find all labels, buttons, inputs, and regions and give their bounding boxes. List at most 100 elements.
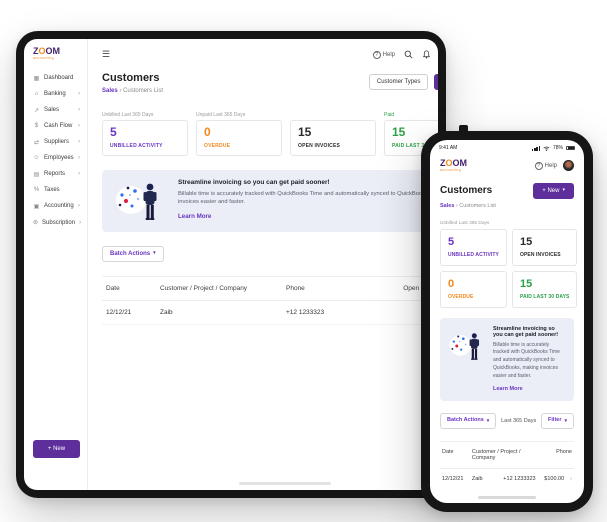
stat-card-overdue[interactable]: 0 OVERDUE: [196, 120, 282, 156]
battery-icon: [566, 145, 575, 151]
stat-card-open-invoices[interactable]: 15 OPEN INVOICES: [290, 120, 376, 156]
sidebar-item-label: Employees: [44, 155, 74, 161]
learn-more-link[interactable]: Learn More: [178, 213, 212, 221]
help-button[interactable]: ? Help: [534, 161, 557, 170]
banner-body: Billable time is accurately tracked with…: [178, 190, 438, 206]
stat-label: OPEN INVOICES: [519, 251, 561, 258]
chevron-right-icon: ›: [78, 107, 80, 113]
status-bar: 9:41 AM 78%: [430, 140, 584, 151]
sidebar-item-banking[interactable]: ⌂ Banking ›: [33, 91, 80, 97]
search-icon[interactable]: [404, 50, 413, 59]
breadcrumb: Sales › Customers List: [102, 88, 163, 94]
horizontal-scrollbar[interactable]: [239, 482, 331, 485]
sidebar-item-cash-flow[interactable]: $ Cash Flow ›: [33, 123, 80, 129]
hamburger-menu-icon[interactable]: ☰: [102, 49, 111, 59]
chevron-right-icon: ›: [78, 203, 80, 209]
sidebar-new-button[interactable]: + New: [33, 440, 80, 458]
customer-types-button[interactable]: Customer Types: [368, 74, 429, 90]
promo-banner: Streamline invoicing so you can get paid…: [440, 317, 574, 402]
col-header-customer[interactable]: Customer / Project / Company: [160, 284, 248, 292]
logo-tagline: accounting: [33, 56, 54, 60]
stat-label: UNBILLED ACTIVITY: [448, 251, 499, 258]
stat-value: 5: [110, 125, 117, 139]
suppliers-icon: ⇄: [33, 139, 40, 146]
stat-card-overdue[interactable]: 0 OVERDUE: [440, 270, 507, 308]
batch-actions-button[interactable]: Batch Actions ▾: [102, 245, 164, 262]
home-indicator[interactable]: [478, 495, 536, 499]
sidebar-item-label: Taxes: [44, 187, 60, 193]
sidebar-item-subscription[interactable]: ⊚ Subscription ›: [33, 219, 81, 227]
sidebar-item-dashboard[interactable]: ▦ Dashboard: [33, 75, 80, 82]
logo-tagline: accounting: [440, 168, 461, 172]
sidebar-item-reports[interactable]: ▤ Reports ›: [33, 171, 80, 178]
sidebar-item-label: Banking: [44, 91, 66, 97]
customers-table: Date Customer / Project / Company Phone …: [440, 440, 574, 489]
logo-letter: Z: [33, 46, 39, 56]
cell-date: 12/12/21: [442, 475, 464, 482]
breadcrumb-sales[interactable]: Sales: [440, 202, 455, 209]
stat-card-paid[interactable]: 15 PAID LAST 30 DAYS: [511, 270, 578, 308]
breadcrumb: Sales › Customers List: [430, 199, 584, 209]
cell-customer: Zaib: [160, 308, 173, 316]
stat-card-unbilled[interactable]: 5 UNBILLED ACTIVITY: [440, 228, 507, 266]
filter-button[interactable]: Filter ▾: [541, 413, 574, 429]
chevron-down-icon: ▾: [486, 417, 490, 424]
table-header-row: Date Customer / Project / Company Phone …: [102, 275, 438, 301]
sidebar-item-sales[interactable]: ↗ Sales ›: [33, 107, 80, 114]
col-header-date[interactable]: Date: [106, 284, 120, 292]
tablet-main: ☰ ? Help Customers Sales ›: [88, 39, 438, 490]
col-header-customer[interactable]: Customer / Project / Company: [471, 448, 521, 461]
table-row[interactable]: 12/12/21 Zaib +12 1233323 $100.00 ›: [440, 469, 574, 489]
chevron-down-icon: ▾: [564, 417, 567, 424]
batch-actions-label: Batch Actions: [447, 417, 484, 424]
banner-title: Streamline invoicing so you can get paid…: [493, 325, 559, 338]
sidebar-nav: ▦ Dashboard ⌂ Banking › ↗ Sales › $ Cash Flow ›…: [33, 75, 81, 227]
col-header-open-balance[interactable]: Open Balance: [403, 284, 438, 292]
logo-letter: Z: [440, 158, 446, 168]
sidebar-item-accounting[interactable]: ▣ Accounting ›: [33, 203, 80, 210]
new-button[interactable]: + New ▾: [533, 182, 574, 199]
stat-label: PAID LAST 30 DAYS: [519, 293, 570, 300]
avatar[interactable]: [563, 160, 574, 172]
banking-icon: ⌂: [34, 91, 39, 97]
sidebar-item-taxes[interactable]: % Taxes: [33, 187, 80, 193]
breadcrumb-current: Customers List: [459, 202, 496, 209]
chevron-down-icon: ▾: [153, 250, 156, 257]
sidebar-item-label: Subscription: [42, 219, 76, 226]
batch-actions-label: Batch Actions: [110, 250, 151, 257]
stat-value: 15: [298, 125, 312, 139]
col-header-phone[interactable]: Phone: [286, 284, 305, 292]
learn-more-link[interactable]: Learn More: [493, 386, 523, 393]
cell-phone: +12 1233323: [286, 308, 325, 316]
breadcrumb-sales[interactable]: Sales: [102, 88, 118, 94]
cell-phone: +12 1233323: [503, 475, 536, 482]
stats-row: Unbilled Last 365 Days 5 UNBILLED ACTIVI…: [102, 112, 438, 156]
help-label: Help: [544, 162, 557, 169]
help-button[interactable]: ? Help: [372, 50, 395, 59]
stat-card-unbilled[interactable]: 5 UNBILLED ACTIVITY: [102, 120, 188, 156]
reports-icon: ▤: [33, 171, 40, 178]
stat-group-label: [290, 112, 376, 120]
stat-card-open-invoices[interactable]: 15 OPEN INVOICES: [511, 228, 578, 266]
sidebar-item-employees[interactable]: ☺ Employees ›: [33, 155, 80, 161]
chevron-right-icon: ›: [570, 475, 572, 482]
banner-illustration: [449, 332, 480, 360]
breadcrumb-separator: ›: [455, 202, 458, 209]
new-button[interactable]: New▾: [434, 74, 438, 90]
col-header-phone[interactable]: Phone: [556, 448, 572, 455]
bell-icon[interactable]: [422, 50, 431, 59]
table-row[interactable]: 12/12/21 Zaib +12 1233323 $100.00 C: [102, 301, 438, 325]
logo-letter: M: [459, 158, 468, 168]
subscription-icon: ⊚: [33, 220, 39, 226]
sales-icon: ↗: [33, 107, 40, 114]
table-header-row: Date Customer / Project / Company Phone: [440, 440, 574, 469]
batch-actions-button[interactable]: Batch Actions ▾: [440, 413, 497, 429]
employees-icon: ☺: [33, 155, 40, 161]
sidebar-item-suppliers[interactable]: ⇄ Suppliers ›: [33, 139, 80, 146]
breadcrumb-separator: ›: [119, 88, 122, 94]
dashboard-icon: ▦: [33, 75, 40, 82]
customers-table: Date Customer / Project / Company Phone …: [102, 275, 438, 325]
tablet-device: ZOOM accounting ▦ Dashboard ⌂ Banking › ↗ Sa…: [16, 31, 446, 498]
col-header-date[interactable]: Date: [442, 448, 454, 455]
stat-value: 5: [448, 235, 455, 248]
